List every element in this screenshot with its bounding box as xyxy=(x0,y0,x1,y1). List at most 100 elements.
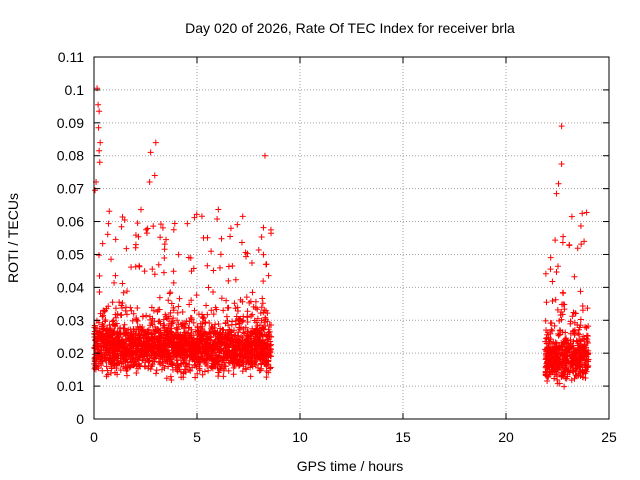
roti-point xyxy=(265,349,272,356)
roti-point xyxy=(244,340,251,347)
roti-point xyxy=(122,356,129,363)
roti-point xyxy=(164,351,171,358)
roti-point xyxy=(160,336,167,343)
roti-point xyxy=(573,354,580,361)
roti-point xyxy=(159,224,166,231)
roti-point xyxy=(263,367,270,374)
roti-point xyxy=(116,299,123,306)
roti-point xyxy=(99,367,106,374)
roti-point xyxy=(105,220,112,227)
roti-point xyxy=(551,361,558,368)
roti-point xyxy=(568,377,575,384)
roti-point xyxy=(208,307,215,314)
roti-point xyxy=(171,220,178,227)
roti-point xyxy=(263,261,270,268)
roti-point xyxy=(241,345,248,352)
roti-point xyxy=(235,332,242,339)
roti-point xyxy=(229,262,236,269)
roti-point xyxy=(183,347,190,354)
roti-point xyxy=(261,152,268,159)
roti-point xyxy=(234,347,241,354)
roti-point xyxy=(119,214,126,221)
axis-ticks: 0 0.01 0.02 0.03 0.04 0.05 0.06 0.07 0.08 0.09 0.1… xyxy=(57,49,617,445)
roti-point xyxy=(104,343,111,350)
roti-point xyxy=(215,358,222,365)
roti-point xyxy=(544,331,551,338)
roti-point xyxy=(190,319,197,326)
roti-point xyxy=(208,350,215,357)
roti-point xyxy=(185,325,192,332)
roti-point xyxy=(146,179,153,186)
roti-point xyxy=(165,324,172,331)
roti-point xyxy=(571,332,578,339)
roti-point xyxy=(259,295,266,302)
roti-point xyxy=(222,363,229,370)
roti-point xyxy=(216,264,223,271)
roti-point xyxy=(175,303,182,310)
roti-point xyxy=(168,337,175,344)
roti-point xyxy=(553,268,560,275)
roti-point xyxy=(196,365,203,372)
roti-point xyxy=(571,375,578,382)
roti-point xyxy=(238,239,245,246)
roti-point xyxy=(542,317,549,324)
roti-point xyxy=(566,367,573,374)
roti-point xyxy=(546,356,553,363)
roti-point xyxy=(253,326,260,333)
roti-point xyxy=(559,372,566,379)
roti-point xyxy=(254,315,261,322)
roti-point xyxy=(224,349,231,356)
roti-point xyxy=(248,260,255,267)
roti-point xyxy=(150,307,157,314)
roti-point xyxy=(108,341,115,348)
roti-point xyxy=(220,307,227,314)
roti-point xyxy=(215,369,222,376)
roti-point xyxy=(204,262,211,269)
roti-point xyxy=(237,353,244,360)
roti-point xyxy=(184,352,191,359)
roti-point xyxy=(251,345,258,352)
roti-point xyxy=(259,357,266,364)
roti-point xyxy=(547,254,554,261)
roti-point xyxy=(548,348,555,355)
roti-point xyxy=(141,332,148,339)
roti-point xyxy=(567,336,574,343)
roti-point xyxy=(561,336,568,343)
roti-point xyxy=(114,350,121,357)
roti-point xyxy=(123,330,130,337)
roti-point xyxy=(143,226,150,233)
roti-point xyxy=(267,226,274,233)
roti-point xyxy=(215,334,222,341)
roti-point xyxy=(160,353,167,360)
roti-point xyxy=(165,354,172,361)
roti-point xyxy=(560,233,567,240)
roti-point xyxy=(222,342,229,349)
roti-point xyxy=(201,338,208,345)
roti-point xyxy=(123,245,130,252)
roti-point xyxy=(100,346,107,353)
roti-point xyxy=(106,208,113,215)
roti-point xyxy=(207,337,214,344)
roti-point xyxy=(230,371,237,378)
roti-point xyxy=(552,339,559,346)
roti-point xyxy=(176,366,183,373)
roti-point xyxy=(217,329,224,336)
roti-point xyxy=(140,313,147,320)
roti-point xyxy=(180,336,187,343)
roti-point xyxy=(120,289,127,296)
roti-point xyxy=(186,366,193,373)
x-tick-label: 20 xyxy=(498,429,514,445)
roti-point xyxy=(133,369,140,376)
roti-point xyxy=(194,340,201,347)
roti-point xyxy=(174,317,181,324)
roti-point xyxy=(225,304,232,311)
roti-point xyxy=(134,365,141,372)
y-tick-label: 0.09 xyxy=(57,115,84,131)
roti-point xyxy=(254,334,261,341)
roti-point xyxy=(264,336,271,343)
roti-point xyxy=(261,319,268,326)
roti-point xyxy=(215,349,222,356)
roti-point xyxy=(116,330,123,337)
roti-point xyxy=(132,343,139,350)
roti-point xyxy=(543,334,550,341)
